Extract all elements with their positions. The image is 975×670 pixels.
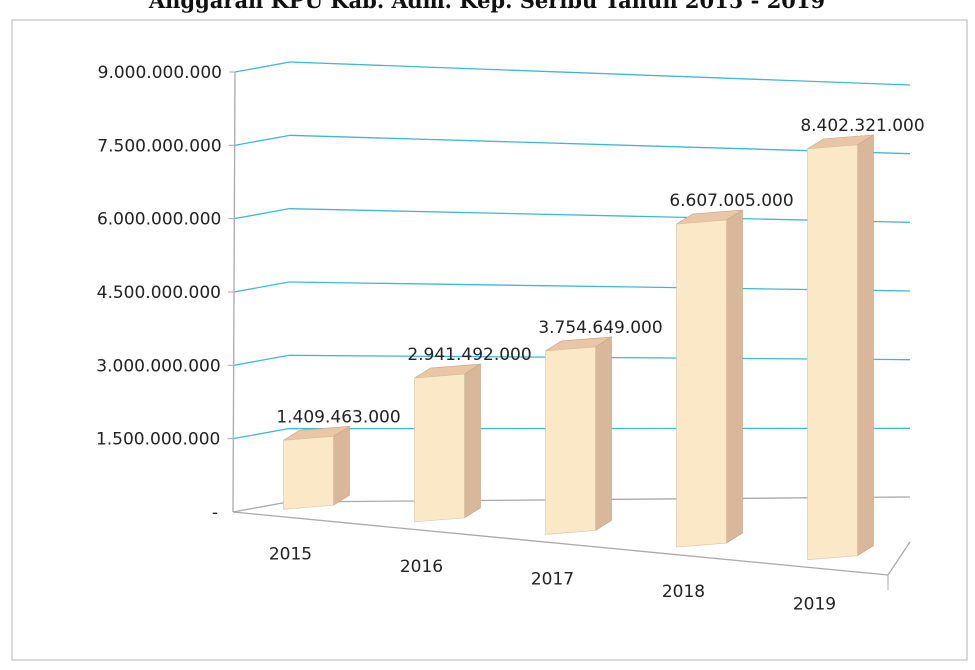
x-tick-label-2015: 2015 <box>269 544 312 564</box>
gridlines <box>232 61 911 513</box>
gridline-back-4 <box>289 208 911 223</box>
y-tick-label-6: 9.000.000.000 <box>98 63 222 83</box>
x-axis-line <box>232 511 889 576</box>
x-tick-label-2019: 2019 <box>793 595 836 615</box>
data-label-2019: 8.402.321.000 <box>800 116 924 136</box>
gridline-back-5 <box>289 134 911 155</box>
bar-front-2019 <box>807 144 858 560</box>
bar-2018 <box>676 209 743 548</box>
gridline-left-6 <box>234 61 291 73</box>
chart-title: Anggaran KPU Kab. Adm. Kep. Seribu Tahun… <box>148 0 825 13</box>
bar-front-2018 <box>676 219 727 548</box>
x-tick-label-2018: 2018 <box>662 582 705 602</box>
floor-right-edge <box>887 541 911 576</box>
gridline-left-2 <box>233 354 289 366</box>
bar-front-2015 <box>283 436 334 510</box>
bar-side-2016 <box>464 363 481 519</box>
y-tick-label-1: 1.500.000.000 <box>96 430 220 450</box>
y-tick-label-0: - <box>212 503 218 523</box>
x-axis-ticks: 2015 2016 2017 2018 2019 <box>269 544 836 614</box>
gridline-left-4 <box>234 208 290 220</box>
bar-2019 <box>807 134 874 560</box>
gridline-left-1 <box>233 428 289 440</box>
bar-2017 <box>545 336 612 535</box>
bars <box>283 134 874 560</box>
gridline-back-6 <box>289 61 911 86</box>
gridline-left-0 <box>232 501 289 513</box>
y-tick-label-3: 4.500.000.000 <box>97 283 221 303</box>
bar-side-2019 <box>857 134 874 557</box>
y-tick-label-4: 6.000.000.000 <box>97 210 221 230</box>
bar-2015 <box>283 425 350 510</box>
bar-side-2015 <box>333 425 350 506</box>
x-tick-label-2017: 2017 <box>531 569 574 589</box>
data-label-2018: 6.607.005.000 <box>669 191 793 211</box>
y-axis-line <box>232 71 236 513</box>
data-labels: 1.409.463.000 2.941.492.000 3.754.649.000 6… <box>276 116 924 427</box>
bar-front-2016 <box>414 373 465 523</box>
bar-front-2017 <box>545 346 596 535</box>
bar-2016 <box>414 363 481 523</box>
gridline-back-3 <box>288 281 911 292</box>
data-label-2017: 3.754.649.000 <box>538 318 662 338</box>
data-label-2016: 2.941.492.000 <box>407 345 531 365</box>
gridline-left-5 <box>234 134 290 146</box>
y-axis-ticks: - 1.500.000.000 3.000.000.000 4.500.000.000… <box>96 63 222 523</box>
chart-area-border <box>11 19 968 661</box>
axes <box>227 71 911 590</box>
bar-side-2017 <box>595 336 612 532</box>
x-tick-label-2016: 2016 <box>400 557 443 577</box>
y-tick-label-2: 3.000.000.000 <box>96 356 220 376</box>
y-tick-label-5: 7.500.000.000 <box>97 136 221 156</box>
gridline-left-3 <box>233 281 290 293</box>
data-label-2015: 1.409.463.000 <box>276 407 400 427</box>
bar-side-2018 <box>726 209 743 544</box>
